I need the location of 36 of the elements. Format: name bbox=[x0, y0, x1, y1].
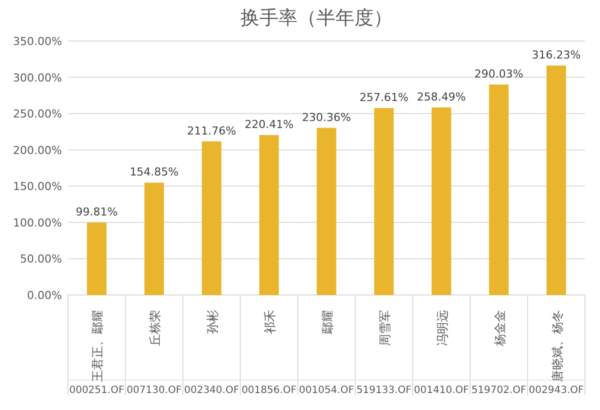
category-label: 冯明远 001410.OF bbox=[414, 310, 469, 396]
bar bbox=[144, 182, 164, 295]
data-label: 211.76% bbox=[187, 124, 236, 138]
y-tick-label: 250.00% bbox=[13, 108, 62, 121]
y-tick-label: 100.00% bbox=[13, 216, 62, 230]
category-label: 丘栋荣 007130.OF bbox=[126, 310, 182, 396]
bar bbox=[316, 128, 336, 295]
bar bbox=[489, 84, 509, 295]
bar bbox=[202, 141, 222, 295]
y-tick-label: 0.00% bbox=[27, 289, 62, 302]
chart-title: 换手率（半年度） bbox=[240, 7, 392, 29]
x-tick-label: 王君正、鄢耀 000251.OF bbox=[69, 310, 124, 396]
data-label: 316.23% bbox=[532, 48, 581, 62]
y-tick-label: 200.00% bbox=[13, 144, 62, 157]
data-label: 99.81% bbox=[76, 206, 118, 219]
category-label: 周雪军 519133.OF bbox=[356, 310, 412, 396]
category-label: 祁禾 001856.OF bbox=[242, 310, 297, 396]
data-label: 257.61% bbox=[359, 91, 408, 104]
data-label: 290.03% bbox=[474, 68, 524, 81]
bar bbox=[432, 107, 452, 295]
y-tick-label: 350.00% bbox=[13, 35, 62, 48]
category-label: 孙彬 002340.OF bbox=[184, 310, 240, 396]
data-label: 230.36% bbox=[302, 110, 351, 124]
data-label: 154.85% bbox=[130, 166, 179, 179]
category-label: 鄢耀 001054.OF bbox=[299, 310, 354, 396]
bar bbox=[546, 66, 566, 295]
data-label: 258.49% bbox=[416, 90, 466, 104]
y-tick-label: 150.00% bbox=[13, 180, 62, 194]
category-label: 杨金金 519702.OF bbox=[471, 310, 526, 396]
bar bbox=[374, 108, 394, 295]
y-tick-label: 50.00% bbox=[20, 252, 62, 266]
bar bbox=[86, 222, 106, 295]
data-label: 220.41% bbox=[244, 118, 294, 132]
bar bbox=[259, 135, 279, 295]
y-tick-label: 300.00% bbox=[13, 71, 62, 84]
x-tick-label: 唐晓斌、杨冬 002943.OF bbox=[528, 310, 584, 396]
